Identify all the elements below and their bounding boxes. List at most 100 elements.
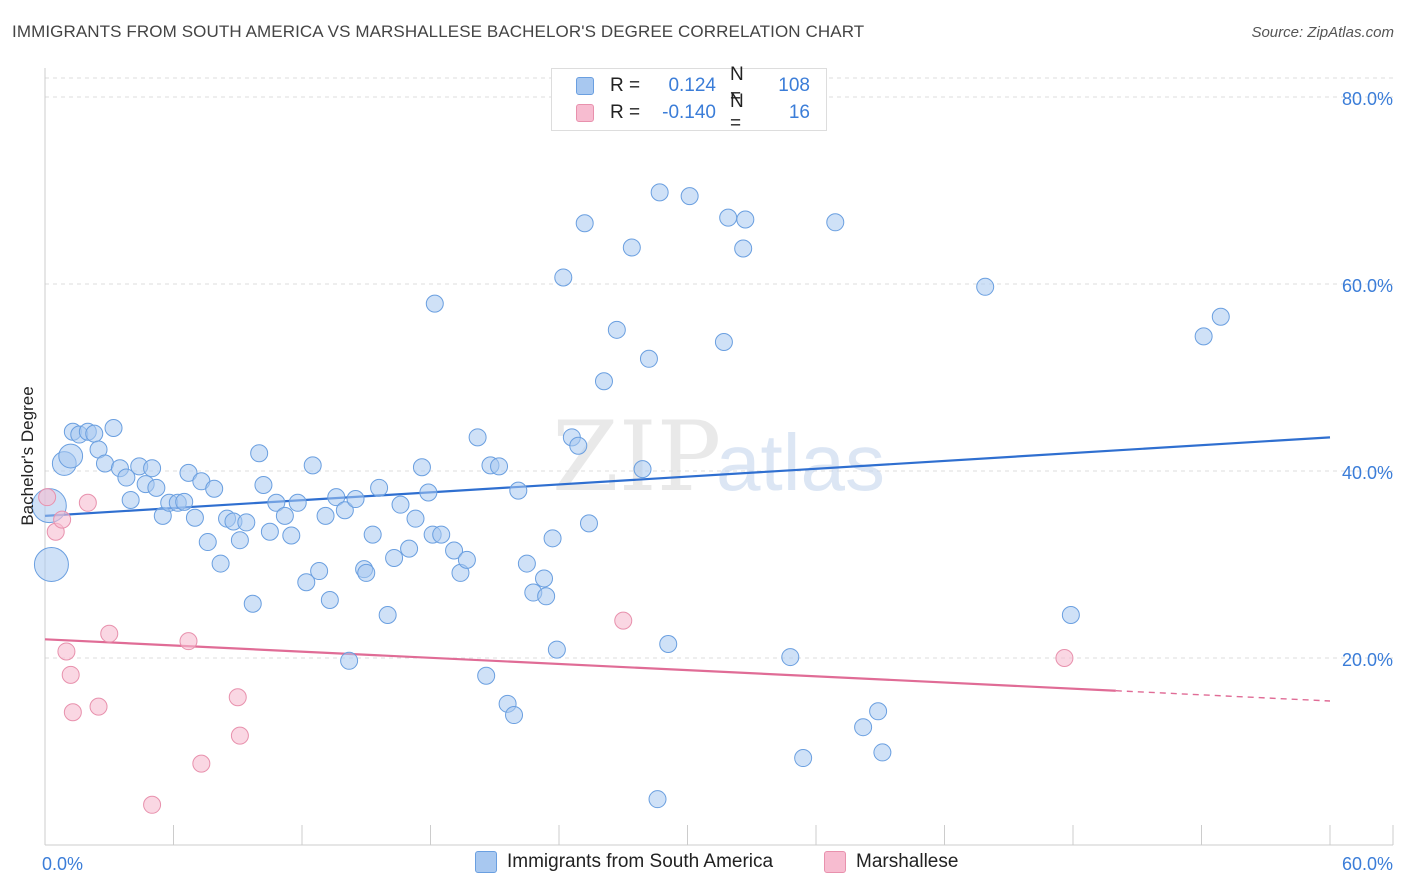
point-south-america bbox=[254, 476, 273, 495]
point-south-america bbox=[734, 239, 753, 258]
trend-line-marshallese bbox=[44, 638, 1116, 692]
point-south-america bbox=[1211, 307, 1230, 326]
point-south-america bbox=[211, 554, 230, 573]
legend-label-marshallese: Marshallese bbox=[856, 851, 959, 872]
point-south-america bbox=[260, 522, 279, 541]
point-south-america bbox=[633, 460, 652, 479]
x-tick-label: 60.0% bbox=[1342, 854, 1393, 874]
legend-n-value: 108 bbox=[778, 75, 810, 96]
point-south-america bbox=[175, 492, 194, 511]
point-south-america bbox=[547, 640, 566, 659]
point-south-america bbox=[185, 508, 204, 527]
point-south-america bbox=[385, 548, 404, 567]
point-marshallese bbox=[228, 688, 247, 707]
point-south-america bbox=[121, 490, 140, 509]
point-south-america bbox=[432, 525, 451, 544]
point-south-america bbox=[509, 481, 528, 500]
legend-swatch-blue bbox=[576, 77, 594, 95]
point-south-america bbox=[400, 539, 419, 558]
point-south-america bbox=[147, 478, 166, 497]
point-south-america bbox=[419, 483, 438, 502]
point-south-america bbox=[490, 457, 509, 476]
point-south-america bbox=[340, 651, 359, 670]
point-south-america bbox=[85, 424, 104, 443]
point-south-america bbox=[622, 238, 641, 257]
point-south-america bbox=[517, 554, 536, 573]
point-south-america bbox=[594, 372, 613, 391]
point-south-america bbox=[335, 501, 354, 520]
point-south-america bbox=[412, 458, 431, 477]
point-south-america bbox=[794, 749, 813, 768]
axes bbox=[44, 68, 1394, 846]
point-south-america bbox=[537, 587, 556, 606]
point-south-america bbox=[237, 513, 256, 532]
trend-lines bbox=[44, 436, 1331, 702]
point-south-america bbox=[346, 490, 365, 509]
point-south-america bbox=[33, 547, 69, 582]
point-south-america bbox=[1061, 605, 1080, 624]
point-south-america bbox=[659, 634, 678, 653]
point-marshallese bbox=[38, 488, 57, 507]
point-south-america bbox=[826, 213, 845, 232]
point-marshallese bbox=[1055, 649, 1074, 667]
point-south-america bbox=[363, 525, 382, 544]
point-marshallese bbox=[89, 697, 108, 716]
chart-title: IMMIGRANTS FROM SOUTH AMERICA VS MARSHAL… bbox=[12, 22, 865, 41]
point-south-america bbox=[457, 550, 476, 569]
point-marshallese bbox=[143, 795, 162, 814]
legend-item-marshallese[interactable]: Marshallese bbox=[824, 851, 958, 873]
point-south-america bbox=[357, 563, 376, 582]
point-south-america bbox=[243, 594, 262, 613]
point-south-america bbox=[406, 509, 425, 528]
point-south-america bbox=[781, 648, 800, 667]
watermark: ZIP atlas bbox=[552, 401, 885, 513]
point-south-america bbox=[303, 456, 322, 475]
legend-swatch-blue bbox=[475, 851, 497, 873]
point-south-america bbox=[639, 349, 658, 368]
point-south-america bbox=[869, 702, 888, 721]
y-axis-title: Bachelor's Degree bbox=[18, 386, 37, 525]
point-south-america bbox=[468, 428, 487, 447]
point-marshallese bbox=[614, 611, 633, 630]
point-south-america bbox=[288, 493, 307, 512]
point-south-america bbox=[327, 488, 346, 507]
point-south-america bbox=[198, 533, 217, 552]
point-marshallese bbox=[63, 703, 82, 722]
point-south-america bbox=[104, 418, 123, 437]
point-south-america bbox=[736, 210, 755, 229]
grid-lines bbox=[45, 77, 1393, 659]
watermark-atlas: atlas bbox=[716, 418, 885, 507]
point-marshallese bbox=[61, 665, 80, 684]
trend-line-marshallese-extension bbox=[1115, 690, 1331, 702]
point-south-america bbox=[310, 562, 329, 581]
point-south-america bbox=[282, 526, 301, 545]
point-marshallese bbox=[53, 510, 72, 529]
point-south-america bbox=[297, 573, 316, 592]
point-south-america bbox=[648, 790, 667, 809]
legend-swatch-pink bbox=[824, 851, 846, 873]
point-south-america bbox=[714, 332, 733, 351]
y-tick-label: 80.0% bbox=[1342, 89, 1393, 109]
point-south-america bbox=[579, 514, 598, 533]
point-south-america bbox=[179, 463, 198, 482]
legend-r-value: -0.140 bbox=[662, 102, 716, 123]
point-south-america bbox=[230, 531, 249, 550]
legend-n-label: N = bbox=[730, 91, 744, 134]
point-south-america bbox=[275, 506, 294, 525]
point-south-america bbox=[267, 493, 286, 512]
watermark-zip: ZIP bbox=[552, 401, 721, 513]
point-south-america bbox=[1194, 327, 1213, 346]
point-marshallese bbox=[179, 632, 198, 651]
point-south-america bbox=[143, 459, 162, 478]
legend-item-south-america[interactable]: Immigrants from South America bbox=[475, 851, 773, 873]
point-south-america bbox=[554, 268, 573, 287]
point-south-america bbox=[205, 479, 224, 498]
stats-legend: R = 0.124 N = 108 R = -0.140 N = 16 bbox=[551, 64, 827, 134]
point-marshallese bbox=[100, 624, 119, 643]
point-marshallese bbox=[78, 493, 97, 512]
point-south-america bbox=[95, 454, 114, 473]
point-south-america bbox=[719, 208, 738, 227]
point-south-america bbox=[425, 294, 444, 313]
y-tick-label: 20.0% bbox=[1342, 650, 1393, 670]
point-south-america bbox=[250, 444, 269, 463]
